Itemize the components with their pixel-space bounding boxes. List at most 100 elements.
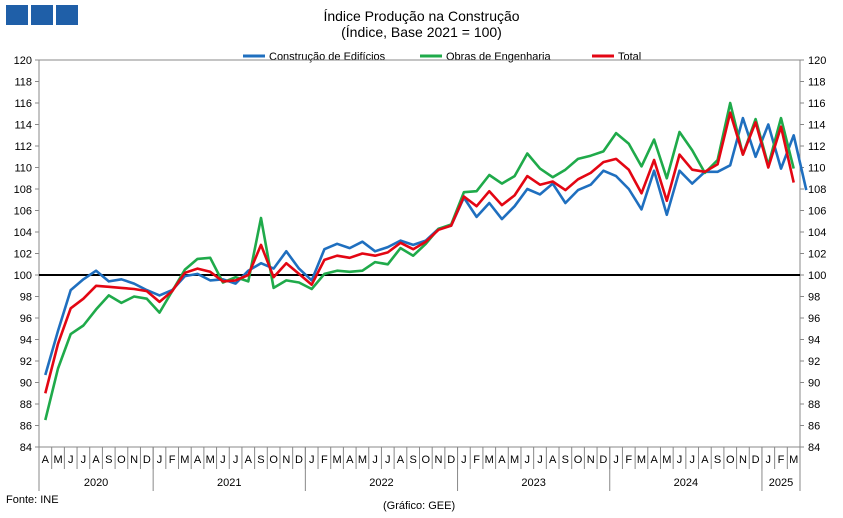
y-tick-label-right: 92 [808,356,820,368]
legend: Construção de Edifícios Obras de Engenhar… [243,51,641,63]
y-tick-label-left: 114 [14,120,32,132]
x-month-label: A [42,454,50,466]
x-year-label: 2021 [217,477,241,489]
logo-block [31,5,53,25]
x-month-label: M [637,454,646,466]
x-month-label: J [309,454,315,466]
x-month-label: M [789,454,798,466]
y-tick-label-left: 108 [14,184,32,196]
y-tick-label-right: 104 [808,227,826,239]
x-month-label: A [346,454,354,466]
y-tick-label-right: 106 [808,206,826,218]
x-month-label: M [358,454,367,466]
y-tick-label-left: 110 [14,163,32,175]
y-tick-label-left: 88 [20,399,32,411]
y-tick-label-right: 116 [808,98,826,110]
x-month-label: M [180,454,189,466]
series-line [44,116,808,376]
y-tick-label-right: 100 [808,270,826,282]
x-month-label: J [537,454,543,466]
y-tick-label-left: 84 [20,442,32,454]
x-month-label: A [549,454,557,466]
x-year-label: 2025 [769,477,793,489]
chart-title-block: Índice Produção na Construção (Índice, B… [0,8,843,40]
x-month-label: O [574,454,583,466]
y-tick-label-right: 84 [808,442,820,454]
x-month-label: N [282,454,290,466]
plot-area [38,59,801,448]
y-tick-label-right: 88 [808,399,820,411]
x-month-label: D [447,454,455,466]
x-month-label: N [130,454,138,466]
x-month-label: M [662,454,671,466]
y-tick-label-right: 110 [808,163,826,175]
x-year-label: 2023 [521,477,545,489]
x-month-label: O [117,454,126,466]
y-tick-label-left: 104 [14,227,32,239]
x-month-label: A [245,454,253,466]
x-month-label: O [422,454,431,466]
x-month-label: D [295,454,303,466]
y-tick-label-right: 94 [808,335,820,347]
x-month-label: J [613,454,619,466]
chart-title: Índice Produção na Construção [323,8,520,24]
x-month-label: J [461,454,467,466]
x-month-label: A [498,454,506,466]
y-tick-label-right: 120 [808,55,826,67]
series-lines [44,101,808,421]
y-tick-label-left: 92 [20,356,32,368]
x-month-label: M [332,454,341,466]
y-tick-label-left: 100 [14,270,32,282]
x-month-label: F [473,454,480,466]
x-month-label: S [105,454,112,466]
y-tick-label-left: 116 [14,98,32,110]
x-month-label: J [157,454,163,466]
x-month-label: J [220,454,226,466]
y-tick-label-left: 90 [20,378,32,390]
y-tick-label-right: 114 [808,120,826,132]
x-year-label: 2022 [369,477,393,489]
y-tick-label-right: 112 [808,141,826,153]
x-year-label: 2024 [674,477,698,489]
x-month-label: F [169,454,176,466]
legend-label: Total [618,51,641,63]
y-tick-label-left: 96 [20,313,32,325]
y-tick-label-right: 118 [808,77,826,89]
legend-label: Obras de Engenharia [446,51,551,63]
x-month-label: N [587,454,595,466]
x-month-label: A [397,454,405,466]
x-month-label: S [257,454,264,466]
x-month-label: N [739,454,747,466]
y-tick-label-right: 96 [808,313,820,325]
y-tick-label-left: 106 [14,206,32,218]
logo-block [56,5,78,25]
y-tick-label-right: 90 [808,378,820,390]
legend-label: Construção de Edifícios [269,51,386,63]
y-tick-label-right: 108 [808,184,826,196]
y-tick-label-left: 112 [14,141,32,153]
x-month-label: M [206,454,215,466]
y-tick-label-right: 86 [808,421,820,433]
x-month-label: F [321,454,328,466]
chart-credit: (Gráfico: GEE) [383,500,456,512]
x-month-label: J [677,454,683,466]
x-month-label: J [81,454,87,466]
x-month-label: S [562,454,569,466]
x-year-label: 2020 [84,477,108,489]
x-month-label: F [625,454,632,466]
x-month-label: A [701,454,709,466]
x-month-label: D [752,454,760,466]
x-month-label: M [510,454,519,466]
x-month-label: A [194,454,202,466]
y-tick-label-left: 94 [20,335,32,347]
x-month-label: A [92,454,100,466]
x-month-label: J [385,454,391,466]
source-note: Fonte: INE [6,494,59,506]
x-month-label: J [372,454,378,466]
logo [6,5,78,25]
x-month-label: S [714,454,721,466]
x-month-label: N [435,454,443,466]
x-month-label: J [68,454,74,466]
x-month-label: J [525,454,531,466]
